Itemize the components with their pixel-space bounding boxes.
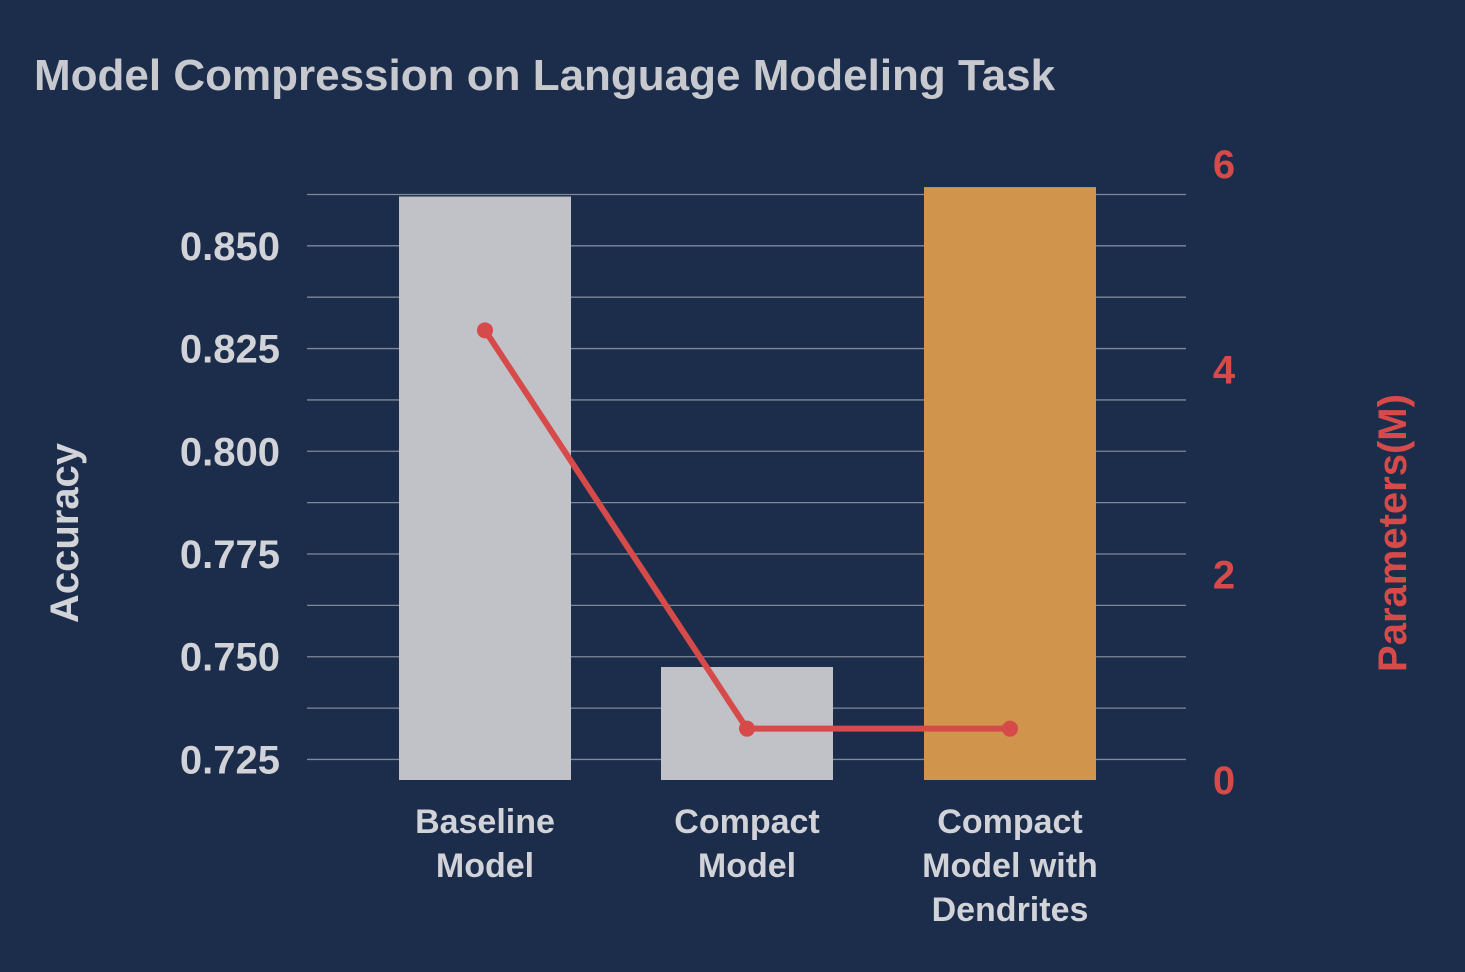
- parameters-point: [739, 720, 755, 737]
- y-tick-label: 0.850: [180, 225, 280, 269]
- y-axis-label: Accuracy: [43, 442, 87, 623]
- y2-tick-label: 0: [1213, 759, 1235, 803]
- x-tick-label: Baseline Model: [415, 803, 555, 885]
- x-tick-line: Model: [698, 847, 796, 885]
- bar: [399, 196, 571, 781]
- x-tick-label: Compact Model: [674, 803, 819, 885]
- parameters-point: [477, 322, 493, 339]
- x-tick-line: Dendrites: [932, 891, 1089, 929]
- y-tick-label: 0.750: [180, 636, 280, 680]
- parameters-point: [1002, 720, 1018, 737]
- x-tick-line: Model: [436, 847, 534, 885]
- y-tick-label: 0.775: [180, 533, 280, 577]
- y-tick-label: 0.725: [180, 738, 280, 782]
- x-tick-line: Baseline: [415, 803, 555, 841]
- y2-axis-label: Parameters(M): [1371, 394, 1415, 672]
- right-axis-ticks: 0 2 4 6: [1213, 143, 1236, 803]
- y2-tick-label: 4: [1213, 348, 1236, 392]
- parameters-series: [477, 322, 1018, 737]
- x-tick-line: Compact: [937, 803, 1082, 841]
- x-axis-ticks: Baseline Model Compact Model Compact Model wi…: [415, 803, 1098, 929]
- y-tick-label: 0.825: [180, 328, 280, 372]
- y2-tick-label: 2: [1213, 554, 1235, 598]
- bar-series: [399, 187, 1096, 781]
- x-tick-line: Model with: [922, 847, 1098, 885]
- chart-title: Model Compression on Language Modeling T…: [34, 51, 1056, 100]
- x-tick-line: Compact: [674, 803, 819, 841]
- y2-tick-label: 6: [1213, 143, 1235, 187]
- x-tick-label: Compact Model with Dendrites: [922, 803, 1098, 929]
- y-tick-label: 0.800: [180, 430, 280, 474]
- bar: [924, 187, 1096, 781]
- left-axis-ticks: 0.725 0.750 0.775 0.800 0.825 0.850: [180, 225, 280, 783]
